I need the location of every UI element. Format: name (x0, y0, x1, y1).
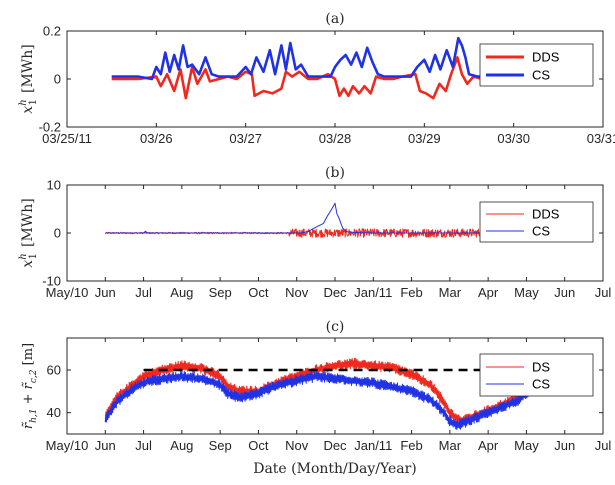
y-tick-label-10: -10 (42, 274, 61, 289)
x-tick-label-dec: Dec (323, 285, 347, 300)
y-tick-label-60: 60 (47, 363, 61, 378)
x-tick-labels: 03/25/11 03/26 03/27 03/28 03/29 03/30 03/31 (42, 31, 615, 146)
x-tick-label-jun: Jun (554, 438, 575, 453)
x-tick-label-03-27: 03/27 (229, 131, 262, 146)
y-tick-label-0-2: -0.2 (39, 120, 61, 135)
series-lines (111, 36, 501, 100)
x-tick-label-sep: Sep (209, 438, 232, 453)
x-tick-labels: May/10 Jun Jul Aug Sep Oct Nov Dec Jan/11 Feb Mar A… (46, 338, 612, 453)
x-tick-label-jul: Jul (135, 438, 152, 453)
x-tick-label-03-28: 03/28 (319, 131, 352, 146)
x-tick-label-apr: Apr (478, 438, 499, 453)
x-tick-label-may-10: May/10 (46, 285, 89, 300)
x-tick-label-apr: Apr (478, 285, 499, 300)
x-tick-label-jul: Jul (595, 438, 612, 453)
series-line-cs (105, 202, 496, 234)
x-tick-label-feb: Feb (400, 438, 422, 453)
plot-frame (66, 337, 604, 435)
y-axis-label: xh1[MWh] (18, 44, 39, 113)
series-line-dds (111, 56, 501, 100)
x-tick-label-feb: Feb (400, 285, 422, 300)
panel-b: (b) May/10 Jun Jul Aug Sep Oct Nov Dec Jan/11 Feb… (18, 165, 611, 300)
svg-text:xh1[MWh]: xh1[MWh] (18, 198, 39, 267)
x-tick-label-03-26: 03/26 (140, 131, 173, 146)
y-axis-label: xh1[MWh] (18, 198, 39, 267)
legend-box (479, 201, 594, 243)
x-tick-label-jun: Jun (554, 285, 575, 300)
x-tick-label-03-31: 03/31 (587, 131, 615, 146)
x-tick-label-03-29: 03/29 (408, 131, 441, 146)
y-tick-labels: 10 0 -10 (42, 178, 603, 289)
plot-frame (66, 184, 604, 282)
x-tick-label-nov: Nov (285, 438, 309, 453)
x-tick-label-sep: Sep (209, 285, 232, 300)
series-line-cs (104, 371, 535, 430)
x-tick-label-oct: Oct (248, 285, 269, 300)
legend-label-cs: CS (532, 68, 550, 83)
x-tick-label-jun: Jun (95, 438, 116, 453)
legend-label-ds: DS (532, 360, 550, 375)
svg-text:xh1[MWh]: xh1[MWh] (18, 44, 39, 113)
y-tick-labels: 60 40 (47, 363, 603, 420)
legend-label-cs: CS (532, 377, 550, 392)
legend: DDS CS (479, 43, 594, 87)
svg-text:r̃h,1 + r̃c,2 [m]: r̃h,1 + r̃c,2 [m] (21, 343, 39, 429)
x-tick-label-may-10: May/10 (46, 438, 89, 453)
x-tick-label-aug: Aug (170, 285, 193, 300)
x-tick-label-jul: Jul (135, 285, 152, 300)
panel-label: (a) (325, 11, 344, 27)
x-tick-label-03-30: 03/30 (497, 131, 530, 146)
x-tick-label-may: May (514, 438, 539, 453)
series-lines (104, 202, 497, 238)
plot-frame (66, 30, 604, 128)
x-tick-label-jan-11: Jan/11 (354, 438, 392, 453)
x-tick-label-jul: Jul (595, 285, 612, 300)
x-tick-label-aug: Aug (170, 438, 193, 453)
y-tick-label-0: 0 (54, 72, 61, 87)
x-tick-label-jun: Jun (95, 285, 116, 300)
panel-c: (c) May/10 Jun Jul Aug Sep Oct Nov Dec Jan/11 Feb… (21, 319, 611, 453)
x-tick-label-dec: Dec (323, 438, 347, 453)
y-axis-label: r̃h,1 + r̃c,2 [m] (21, 343, 39, 429)
y-tick-label-10: 10 (47, 178, 61, 193)
y-tick-label-0: 0 (54, 226, 61, 241)
x-tick-label-jan-11: Jan/11 (354, 285, 392, 300)
x-tick-label-nov: Nov (285, 285, 309, 300)
panel-label: (c) (326, 319, 345, 335)
series-lines (104, 357, 535, 430)
legend: DS CS (479, 353, 594, 397)
legend-box (479, 353, 594, 397)
x-tick-label-oct: Oct (248, 438, 269, 453)
legend-label-dds: DDS (532, 50, 560, 65)
legend: DDS CS (479, 201, 594, 243)
x-tick-label-mar: Mar (439, 285, 462, 300)
x-tick-labels: May/10 Jun Jul Aug Sep Oct Nov Dec Jan/11 Feb Mar A… (46, 185, 612, 300)
x-axis-label: Date (Month/Day/Year) (253, 461, 417, 477)
legend-label-dds: DDS (532, 207, 560, 222)
y-tick-label-40: 40 (47, 405, 61, 420)
x-tick-label-may: May (514, 285, 539, 300)
legend-label-cs: CS (532, 224, 550, 239)
panel-label: (b) (325, 165, 345, 181)
panel-a: (a) 03/25/11 03/26 03/27 03/28 03/29 03/30 03/… (18, 11, 615, 146)
x-tick-label-03-25-11: 03/25/11 (42, 131, 92, 146)
series-line-cs (111, 36, 501, 81)
legend-box (479, 43, 594, 87)
y-tick-label-0-2: 0.2 (43, 24, 61, 39)
x-tick-label-mar: Mar (439, 438, 462, 453)
